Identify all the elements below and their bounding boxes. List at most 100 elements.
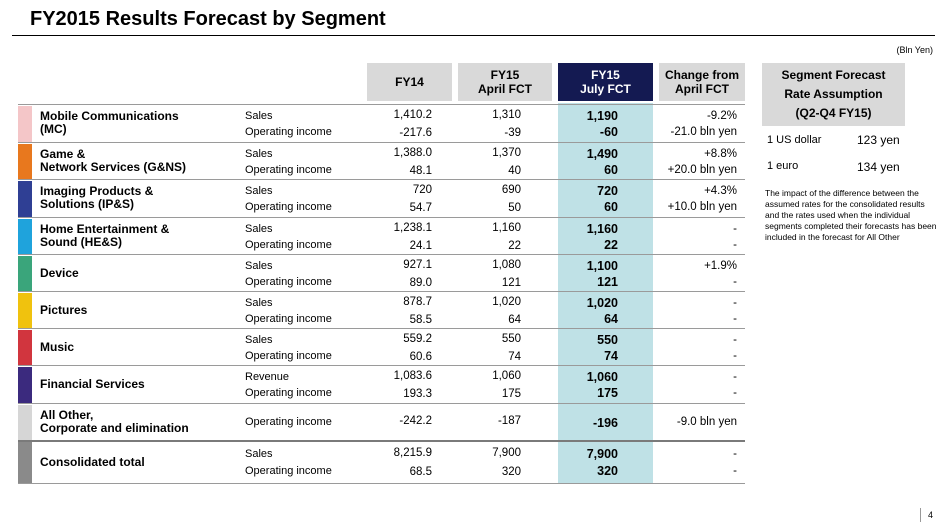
segment-name-all-other: All Other, Corporate and elimination xyxy=(40,409,189,435)
july-fct-value: 1,100 xyxy=(586,259,618,273)
fy14-value: 720 xyxy=(412,184,432,196)
change-value: - xyxy=(733,223,737,235)
row-type-label: Sales xyxy=(245,260,273,272)
july-fct-value: 60 xyxy=(604,200,618,214)
segment-color-music xyxy=(18,330,32,365)
header-april-fct: FY15 April FCT xyxy=(458,63,552,101)
rate-head-line1: Segment Forecast xyxy=(781,68,886,82)
july-fct-value: 550 xyxy=(597,333,618,347)
april-fct-value: 50 xyxy=(508,202,521,214)
header-july-line1: FY15 xyxy=(591,68,620,82)
page-number: 4 xyxy=(927,510,933,520)
segment-color-imaging-products xyxy=(18,181,32,217)
july-fct-value: 64 xyxy=(604,312,618,326)
segment-color-device xyxy=(18,256,32,291)
april-fct-value: 175 xyxy=(501,388,521,400)
row-type-label: Sales xyxy=(245,185,273,197)
july-fct-value: 720 xyxy=(597,184,618,198)
change-value: -9.0 bln yen xyxy=(676,415,737,428)
row-divider xyxy=(18,328,745,329)
july-forecast-band xyxy=(558,103,653,484)
row-type-label: Sales xyxy=(245,223,273,235)
fy14-value: 8,215.9 xyxy=(393,447,432,459)
row-type-label: Operating income xyxy=(245,465,332,477)
segment-name-line1: Imaging Products & xyxy=(40,184,154,198)
segment-name-line1: Music xyxy=(40,339,75,354)
april-fct-value: 22 xyxy=(508,240,521,252)
segment-name-financial-services: Financial Services xyxy=(40,378,145,391)
july-fct-value: 1,190 xyxy=(586,109,618,123)
eur-rate-value: 134 yen xyxy=(857,160,900,174)
april-fct-value: 690 xyxy=(501,184,521,196)
row-divider xyxy=(18,142,745,143)
segment-name-music: Music xyxy=(40,339,75,354)
july-fct-value: 60 xyxy=(604,163,618,177)
segment-name-line1: Financial Services xyxy=(40,377,145,391)
header-change-line2: April FCT xyxy=(675,82,729,96)
row-type-label: Operating income xyxy=(245,126,332,138)
fy14-value: 559.2 xyxy=(403,333,432,345)
row-type-label: Operating income xyxy=(245,201,332,213)
july-fct-value: 320 xyxy=(597,464,618,478)
row-type-label: Operating income xyxy=(245,239,332,251)
page-number-divider xyxy=(920,508,921,522)
change-value: +8.8% xyxy=(704,148,737,160)
change-value: - xyxy=(733,371,737,383)
row-type-label: Sales xyxy=(245,448,273,460)
segment-name-pictures: Pictures xyxy=(40,302,88,317)
fy14-value: 1,083.6 xyxy=(393,370,432,382)
row-divider xyxy=(18,254,745,255)
header-july-fct: FY15 July FCT xyxy=(558,63,653,101)
fy14-value: 60.6 xyxy=(409,351,432,363)
july-fct-value: -60 xyxy=(599,125,618,139)
fy14-value: 68.5 xyxy=(409,466,432,478)
change-value: - xyxy=(733,297,737,309)
segment-color-home-entertainment xyxy=(18,219,32,254)
change-value: +20.0 bln yen xyxy=(667,164,737,176)
fy14-value: 878.7 xyxy=(403,296,432,308)
july-fct-value: 1,060 xyxy=(586,370,618,384)
fy14-value: 1,238.1 xyxy=(393,222,432,234)
segment-name-line1: Game & xyxy=(40,147,86,161)
row-type-label: Operating income xyxy=(245,313,332,325)
april-fct-value: 1,080 xyxy=(492,259,521,271)
segment-name-mobile-communications: Mobile Communications (MC) xyxy=(40,110,179,136)
segment-name-line1: Pictures xyxy=(40,302,88,317)
change-value: - xyxy=(733,239,737,251)
usd-rate-value: 123 yen xyxy=(857,133,900,147)
row-type-label: Sales xyxy=(245,334,273,346)
fy14-value: 1,410.2 xyxy=(393,109,432,121)
july-fct-value: 175 xyxy=(597,386,618,400)
july-fct-value: 22 xyxy=(604,238,618,252)
segment-name-line1: All Other, xyxy=(40,408,94,422)
april-fct-value: 64 xyxy=(508,314,521,326)
unit-label: (Bln Yen) xyxy=(896,45,933,55)
april-fct-value: 1,310 xyxy=(492,109,521,121)
segment-name-device: Device xyxy=(40,266,79,280)
row-type-label: Operating income xyxy=(245,415,332,428)
july-fct-value: 1,490 xyxy=(586,147,618,161)
july-fct-value: 121 xyxy=(597,275,618,289)
change-value: +10.0 bln yen xyxy=(667,201,737,213)
rate-note: The impact of the difference between the… xyxy=(765,188,937,242)
header-april-line2: April FCT xyxy=(478,82,532,96)
fy14-value: 193.3 xyxy=(403,388,432,400)
fy14-value: 89.0 xyxy=(409,277,432,289)
april-fct-value: 7,900 xyxy=(492,447,521,459)
segment-name-line2: Solutions (IP&S) xyxy=(40,197,134,211)
segment-name-line2: Corporate and elimination xyxy=(40,421,189,435)
change-value: - xyxy=(733,448,737,460)
change-value: -9.2% xyxy=(706,110,737,122)
april-fct-value: -187 xyxy=(497,414,521,427)
july-fct-value: 7,900 xyxy=(586,447,618,461)
segment-color-pictures xyxy=(18,293,32,328)
change-value: - xyxy=(733,276,737,288)
segment-name-line1: Consolidated total xyxy=(40,454,145,469)
segment-name-line2: Sound (HE&S) xyxy=(40,235,122,249)
page-title: FY2015 Results Forecast by Segment xyxy=(30,8,386,30)
july-fct-value: 74 xyxy=(604,349,618,363)
row-type-label: Sales xyxy=(245,297,273,309)
segment-name-game: Game & Network Services (G&NS) xyxy=(40,148,186,174)
row-type-label: Operating income xyxy=(245,164,332,176)
title-divider xyxy=(12,35,935,36)
